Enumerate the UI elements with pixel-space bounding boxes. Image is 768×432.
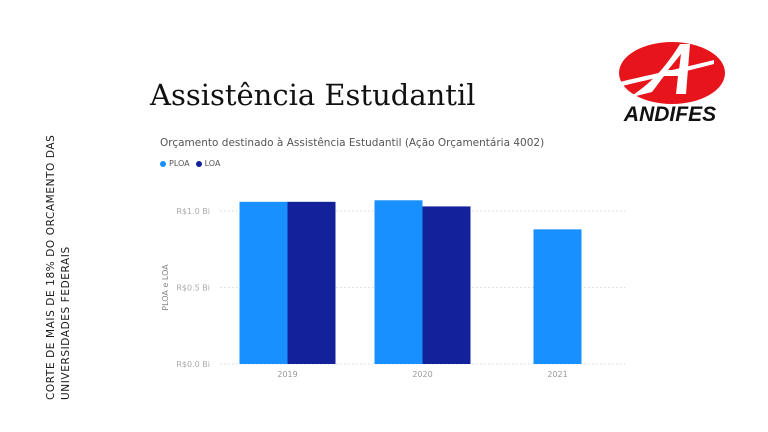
legend-item-loa: LOA: [195, 159, 221, 168]
x-tick-label-2020: 2020: [412, 370, 432, 379]
page-title: Assistência Estudantil: [150, 78, 476, 112]
bar-ploa-2019: [239, 201, 288, 364]
y-tick-label-1: R$0.5 Bi: [176, 284, 210, 293]
bar-ploa-2020: [374, 200, 423, 364]
chart-legend: PLOA LOA: [160, 159, 226, 168]
bar-chart: R$0.0 Bi R$0.5 Bi R$1.0 Bi PLOA e LOA 2019 20…: [161, 200, 625, 379]
legend-item-ploa: PLOA: [160, 159, 190, 168]
x-tick-label-2019: 2019: [277, 370, 297, 379]
y-axis-label: PLOA e LOA: [161, 264, 170, 311]
chart-title: Orçamento destinado à Assistência Estuda…: [160, 137, 545, 149]
x-tick-label-2021: 2021: [547, 370, 567, 379]
andifes-logo: [619, 42, 725, 104]
legend-dot-loa: [195, 160, 202, 167]
logo-a-mark: [628, 44, 690, 98]
y-tick-label-2: R$1.0 Bi: [176, 207, 210, 216]
bar-loa-2019: [287, 201, 336, 364]
legend-label-loa: LOA: [204, 159, 221, 168]
y-tick-label-0: R$0.0 Bi: [176, 360, 210, 369]
bar-ploa-2021: [533, 229, 582, 364]
logo-text: ANDIFES: [623, 103, 717, 126]
side-note-line-1: CORTE DE MAIS DE 18% DO ORCAMENTO DAS: [45, 134, 57, 400]
legend-dot-ploa: [160, 160, 166, 167]
side-note: CORTE DE MAIS DE 18% DO ORCAMENTO DAS UN…: [44, 100, 74, 400]
bar-loa-2020: [422, 206, 471, 364]
logo-swoosh: [620, 60, 714, 86]
side-note-line-2: UNIVERSIDADES FEDERAIS: [60, 246, 72, 400]
legend-label-ploa: PLOA: [169, 159, 190, 168]
